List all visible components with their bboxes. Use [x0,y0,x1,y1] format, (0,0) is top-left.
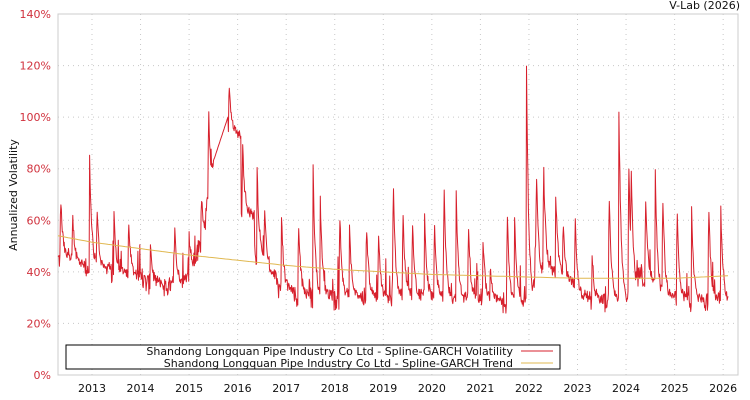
legend: Shandong Longquan Pipe Industry Co Ltd -… [65,344,561,370]
x-tick-label: 2020 [418,382,446,395]
y-tick-label: 100% [20,111,51,124]
x-tick-label: 2019 [369,382,397,395]
series-layer [57,65,729,314]
credit-label: V-Lab (2026) [669,0,740,12]
y-tick-label: 40% [27,266,51,279]
x-tick-label: 2018 [321,382,349,395]
x-tick-label: 2015 [175,382,203,395]
x-tick-label: 2022 [515,382,543,395]
y-axis-label: Annualized Volatility [7,139,20,251]
x-tick-label: 2021 [466,382,494,395]
y-tick-label: 20% [27,317,51,330]
y-tick-label: 60% [27,214,51,227]
legend-label-trend: Shandong Longquan Pipe Industry Co Ltd -… [164,357,513,370]
x-tick-label: 2017 [272,382,300,395]
x-axis-ticks: 2013 2014 2015 2016 2017 2018 2019 2020 2021 2022… [78,382,737,395]
x-tick-label: 2013 [78,382,106,395]
y-tick-label: 140% [20,8,51,21]
x-tick-label: 2026 [709,382,737,395]
x-tick-label: 2014 [127,382,155,395]
volatility-line [57,65,729,314]
grid-lines [58,14,738,375]
legend-box [65,344,561,370]
x-tick-label: 2025 [661,382,689,395]
plot-frame [57,13,739,376]
x-tick-label: 2024 [612,382,640,395]
legend-label-volatility: Shandong Longquan Pipe Industry Co Ltd -… [146,345,513,358]
y-tick-label: 120% [20,60,51,73]
x-tick-label: 2023 [564,382,592,395]
x-tick-label: 2016 [224,382,252,395]
y-tick-label: 80% [27,163,51,176]
y-axis-ticks: 0% 20% 40% 60% 80% 100% 120% 140% [20,8,51,382]
trend-line [57,235,729,279]
y-tick-label: 0% [34,369,51,382]
